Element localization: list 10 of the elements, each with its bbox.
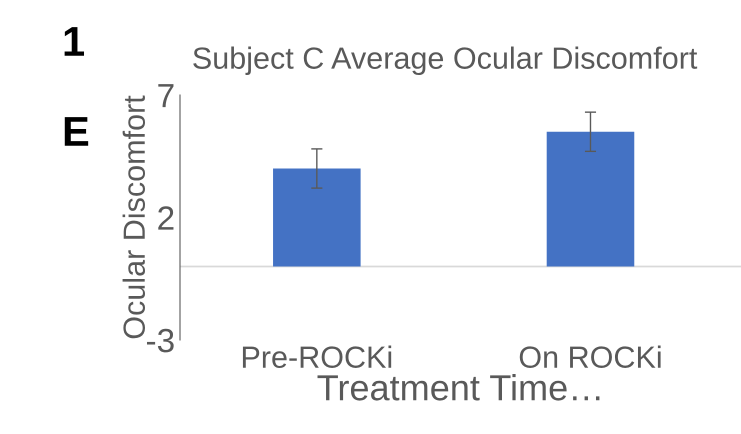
x-axis-title: Treatment Time… — [318, 374, 600, 401]
y-axis-title: Ocular Discomfort — [122, 95, 146, 338]
y-tick-label: 2 — [158, 206, 174, 230]
x-tick-label: On ROCKi — [520, 346, 661, 368]
chart-title: Subject C Average Ocular Discomfort — [193, 46, 698, 75]
x-tick-label: Pre-ROCKi — [242, 346, 392, 368]
y-tick-label: -3 — [146, 328, 174, 352]
text: E — [64, 117, 88, 146]
y-tick-label: 7 — [158, 84, 174, 108]
text: 1 — [64, 27, 84, 56]
